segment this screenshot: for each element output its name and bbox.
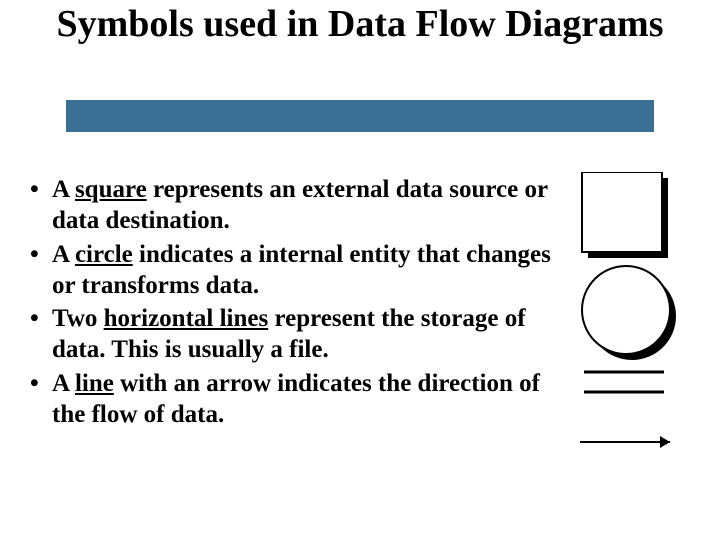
bullet-text: A line with an arrow indicates the direc…: [52, 368, 560, 431]
bullet-keyword: horizontal lines: [104, 305, 269, 332]
dfd-symbols-svg: [576, 172, 696, 492]
dfd-symbol-column: [576, 172, 684, 492]
bullet-marker: •: [30, 239, 52, 302]
page-title: Symbols used in Data Flow Diagrams: [0, 0, 720, 46]
bullet-text: Two horizontal lines represent the stora…: [52, 303, 560, 366]
bullet-marker: •: [30, 368, 52, 431]
bullet-list: •A square represents an external data so…: [30, 174, 560, 432]
title-underline-bar: [66, 100, 654, 132]
bullet-text: A square represents an external data sou…: [52, 174, 560, 237]
bullet-text: A circle indicates a internal entity tha…: [52, 239, 560, 302]
bullet-keyword: circle: [75, 241, 133, 268]
bullet-item: •Two horizontal lines represent the stor…: [30, 303, 560, 366]
bullet-keyword: line: [75, 370, 114, 397]
bullet-item: •A square represents an external data so…: [30, 174, 560, 237]
bullet-item: •A line with an arrow indicates the dire…: [30, 368, 560, 431]
bullet-keyword: square: [75, 176, 147, 203]
bullet-marker: •: [30, 303, 52, 366]
bullet-marker: •: [30, 174, 52, 237]
bullet-item: •A circle indicates a internal entity th…: [30, 239, 560, 302]
